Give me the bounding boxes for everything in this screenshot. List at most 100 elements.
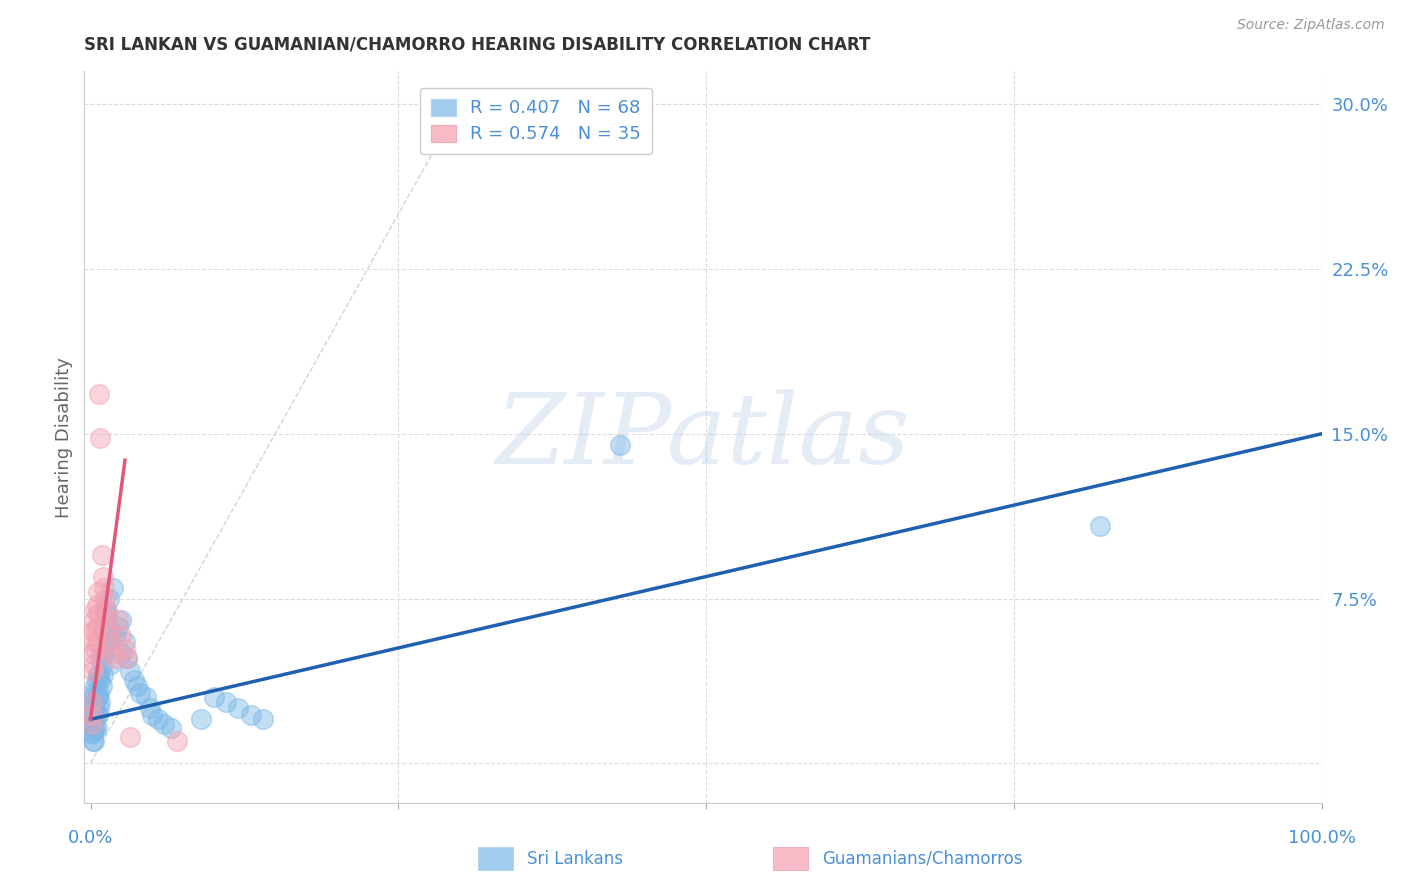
Point	[110, 614, 132, 628]
Point	[83, 723, 105, 738]
Point	[94, 602, 117, 616]
Point	[80, 716, 103, 731]
Point	[82, 690, 104, 705]
Point	[86, 598, 108, 612]
Point	[118, 730, 141, 744]
Point	[159, 721, 181, 735]
Point	[107, 614, 129, 628]
Point	[94, 591, 117, 606]
Point	[84, 708, 107, 723]
Point	[89, 701, 111, 715]
Point	[86, 673, 108, 687]
Text: Guamanians/Chamorros: Guamanians/Chamorros	[823, 850, 1024, 868]
Point	[118, 664, 141, 678]
Point	[84, 642, 107, 657]
Point	[80, 725, 103, 739]
Point	[82, 725, 104, 739]
Point	[83, 635, 105, 649]
Point	[86, 708, 108, 723]
Point	[89, 686, 111, 700]
Point	[83, 657, 105, 672]
Point	[98, 624, 121, 639]
Point	[84, 624, 107, 639]
Point	[117, 650, 139, 665]
Point	[114, 642, 136, 657]
Point	[89, 650, 111, 665]
Point	[148, 712, 170, 726]
Point	[135, 690, 157, 705]
Text: Source: ZipAtlas.com: Source: ZipAtlas.com	[1237, 18, 1385, 32]
Y-axis label: Hearing Disability: Hearing Disability	[55, 357, 73, 517]
Point	[90, 679, 112, 693]
Point	[252, 712, 274, 726]
Point	[96, 602, 118, 616]
Text: 100.0%: 100.0%	[1288, 830, 1355, 847]
Point	[80, 716, 103, 731]
Point	[609, 438, 631, 452]
Point	[89, 387, 111, 401]
Point	[93, 581, 115, 595]
Point	[91, 647, 114, 661]
Point	[110, 629, 132, 643]
Point	[91, 569, 114, 583]
Point	[239, 708, 262, 723]
Point	[87, 585, 110, 599]
Point	[80, 695, 103, 709]
Point	[90, 657, 112, 672]
Point	[91, 668, 114, 682]
Point	[215, 695, 238, 709]
Point	[98, 635, 121, 649]
Point	[86, 635, 108, 649]
Point	[97, 614, 120, 628]
Point	[98, 635, 121, 649]
Point	[166, 734, 188, 748]
Point	[84, 679, 107, 693]
Point	[83, 701, 105, 715]
Point	[107, 620, 129, 634]
Point	[138, 701, 160, 715]
Point	[89, 695, 111, 709]
Point	[101, 581, 124, 595]
Point	[89, 668, 111, 682]
Point	[80, 708, 103, 723]
Point	[90, 548, 112, 562]
Text: ZIPatlas: ZIPatlas	[496, 390, 910, 484]
Point	[83, 686, 105, 700]
Point	[202, 690, 225, 705]
Point	[82, 716, 104, 731]
Point	[153, 716, 176, 731]
Point	[93, 624, 115, 639]
Point	[83, 734, 105, 748]
Point	[128, 686, 150, 700]
Text: Sri Lankans: Sri Lankans	[527, 850, 623, 868]
Point	[87, 668, 110, 682]
Point	[84, 721, 107, 735]
Point	[190, 712, 212, 726]
Point	[100, 657, 122, 672]
Point	[89, 673, 111, 687]
Point	[141, 708, 163, 723]
Point	[87, 690, 110, 705]
Point	[101, 647, 124, 661]
Point	[117, 650, 139, 665]
Point	[87, 708, 110, 723]
Point	[84, 695, 107, 709]
Point	[84, 602, 107, 616]
Point	[83, 614, 105, 628]
Point	[86, 620, 108, 634]
Point	[226, 701, 249, 715]
Point	[96, 607, 118, 621]
Point	[104, 650, 127, 665]
Point	[82, 734, 104, 748]
Point	[82, 704, 104, 718]
Point	[122, 673, 145, 687]
Text: SRI LANKAN VS GUAMANIAN/CHAMORRO HEARING DISABILITY CORRELATION CHART: SRI LANKAN VS GUAMANIAN/CHAMORRO HEARING…	[84, 36, 870, 54]
Point	[80, 708, 103, 723]
Point	[127, 679, 149, 693]
Point	[104, 629, 127, 643]
Point	[82, 664, 104, 678]
Point	[83, 712, 105, 726]
Point	[98, 591, 121, 606]
Point	[80, 695, 103, 709]
Point	[86, 721, 108, 735]
